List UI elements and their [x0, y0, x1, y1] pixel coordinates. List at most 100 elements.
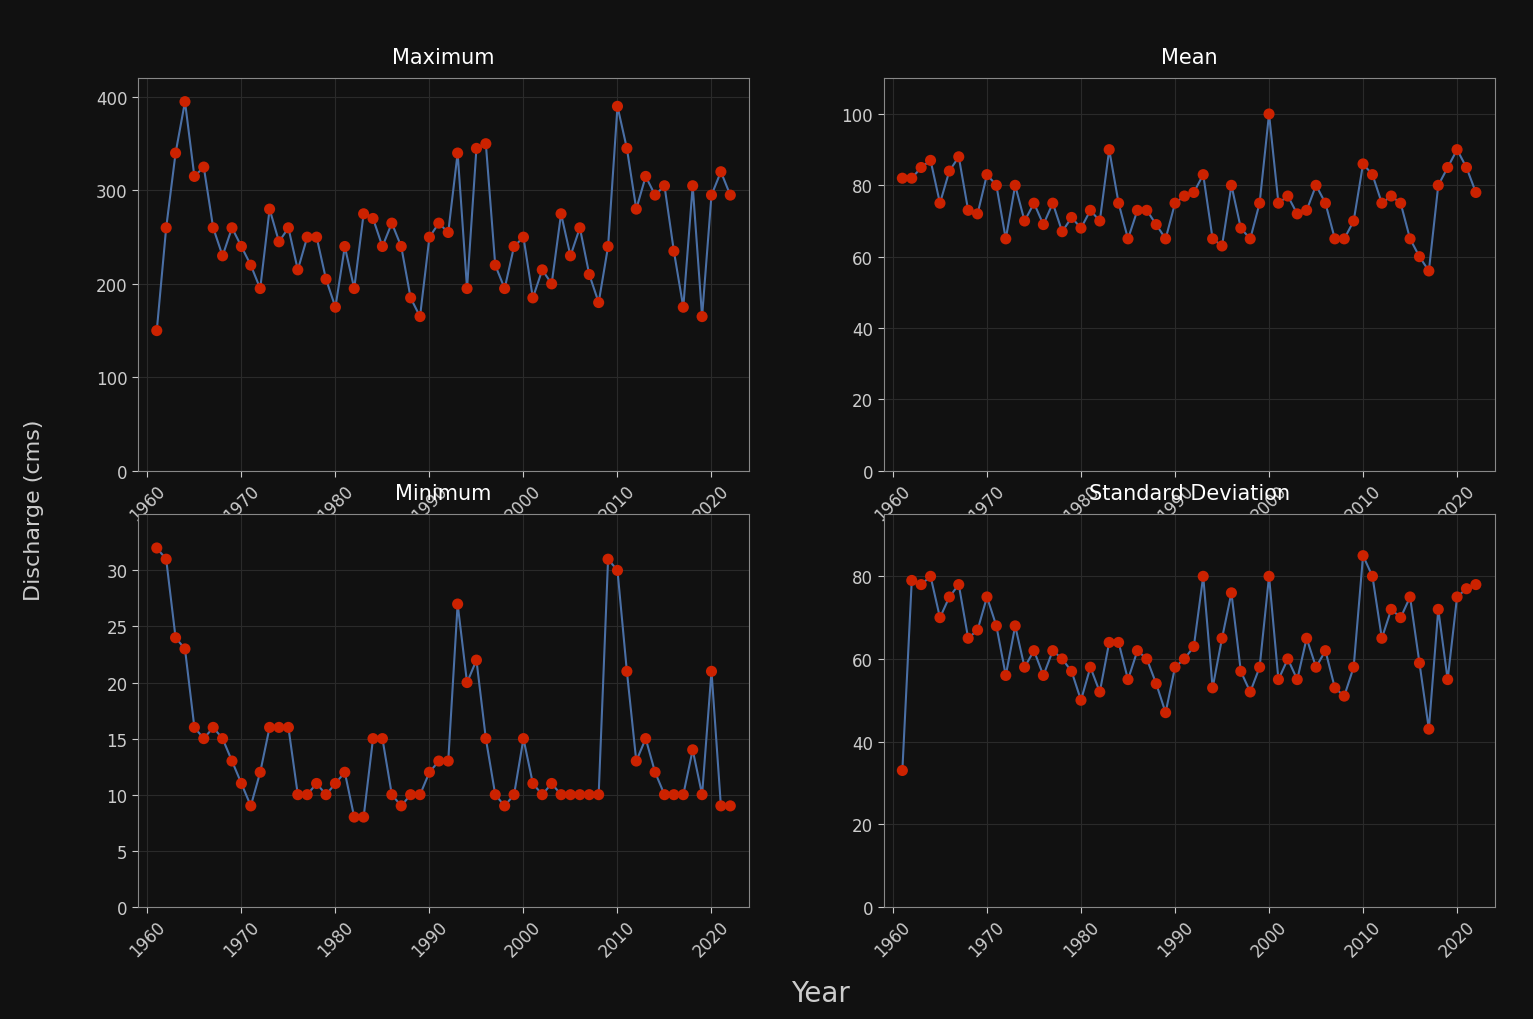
Point: [1275, 651, 1300, 667]
Point: [1069, 693, 1093, 709]
Point: [399, 290, 423, 307]
Point: [1012, 659, 1036, 676]
Point: [606, 562, 630, 579]
Point: [1341, 659, 1366, 676]
Point: [1125, 643, 1150, 659]
Point: [975, 589, 1000, 605]
Point: [521, 290, 546, 307]
Point: [1134, 651, 1159, 667]
Point: [633, 731, 658, 747]
Point: [1041, 643, 1065, 659]
Point: [1314, 196, 1338, 212]
Point: [501, 239, 526, 256]
Point: [596, 551, 621, 568]
Point: [258, 719, 282, 736]
Point: [1341, 214, 1366, 230]
Point: [305, 229, 330, 246]
Point: [1407, 250, 1432, 266]
Point: [567, 220, 592, 236]
Point: [1239, 231, 1263, 248]
Point: [671, 787, 696, 803]
Point: [699, 187, 724, 204]
Point: [1248, 196, 1272, 212]
Point: [1107, 635, 1131, 651]
Point: [1098, 635, 1122, 651]
Point: [201, 719, 225, 736]
Point: [662, 787, 687, 803]
Point: [294, 787, 319, 803]
Point: [239, 798, 264, 814]
Point: [323, 300, 348, 316]
Point: [219, 220, 244, 236]
Point: [1003, 178, 1027, 195]
Point: [1369, 631, 1393, 647]
Point: [615, 663, 639, 680]
Point: [455, 675, 480, 691]
Point: [937, 164, 961, 180]
Point: [426, 753, 451, 769]
Point: [1059, 663, 1084, 680]
Point: [285, 787, 310, 803]
Point: [239, 258, 264, 274]
Point: [909, 160, 934, 176]
Point: [587, 787, 612, 803]
Point: [1107, 196, 1131, 212]
Point: [360, 211, 385, 227]
Point: [1200, 680, 1225, 696]
Point: [1266, 672, 1291, 688]
Point: [642, 764, 667, 781]
Point: [1041, 196, 1065, 212]
Point: [717, 187, 742, 204]
Text: Year: Year: [791, 979, 849, 1008]
Point: [1332, 688, 1357, 704]
Point: [549, 207, 573, 223]
Point: [1191, 569, 1216, 585]
Point: [1464, 185, 1489, 202]
Point: [1191, 167, 1216, 183]
Point: [984, 619, 1009, 635]
Text: Minimum: Minimum: [396, 483, 492, 503]
Point: [957, 631, 981, 647]
Point: [540, 276, 564, 292]
Point: [333, 239, 357, 256]
Point: [492, 281, 517, 298]
Point: [1012, 214, 1036, 230]
Point: [1435, 160, 1459, 176]
Point: [975, 167, 1000, 183]
Text: Standard Deviation: Standard Deviation: [1088, 483, 1289, 503]
Point: [1351, 157, 1375, 173]
Point: [228, 239, 253, 256]
Point: [549, 787, 573, 803]
Point: [1087, 684, 1111, 700]
Point: [1248, 659, 1272, 676]
Point: [1162, 196, 1187, 212]
Point: [492, 798, 517, 814]
Point: [248, 281, 273, 298]
Text: Mean: Mean: [1160, 48, 1217, 67]
Point: [708, 164, 733, 180]
Point: [342, 281, 366, 298]
Point: [153, 551, 178, 568]
Point: [182, 719, 207, 736]
Point: [1285, 672, 1309, 688]
Point: [210, 731, 235, 747]
Text: Discharge (cms): Discharge (cms): [23, 419, 44, 600]
Point: [1144, 676, 1168, 692]
Point: [276, 220, 300, 236]
Point: [1087, 214, 1111, 230]
Point: [1173, 189, 1197, 205]
Point: [164, 630, 189, 646]
Point: [1032, 217, 1056, 233]
Point: [652, 787, 676, 803]
Point: [993, 667, 1018, 684]
Point: [708, 798, 733, 814]
Point: [426, 216, 451, 232]
Point: [681, 742, 705, 758]
Point: [615, 141, 639, 157]
Point: [435, 225, 460, 242]
Point: [464, 141, 489, 157]
Point: [690, 787, 714, 803]
Point: [966, 623, 990, 639]
Point: [1435, 672, 1459, 688]
Point: [1257, 569, 1282, 585]
